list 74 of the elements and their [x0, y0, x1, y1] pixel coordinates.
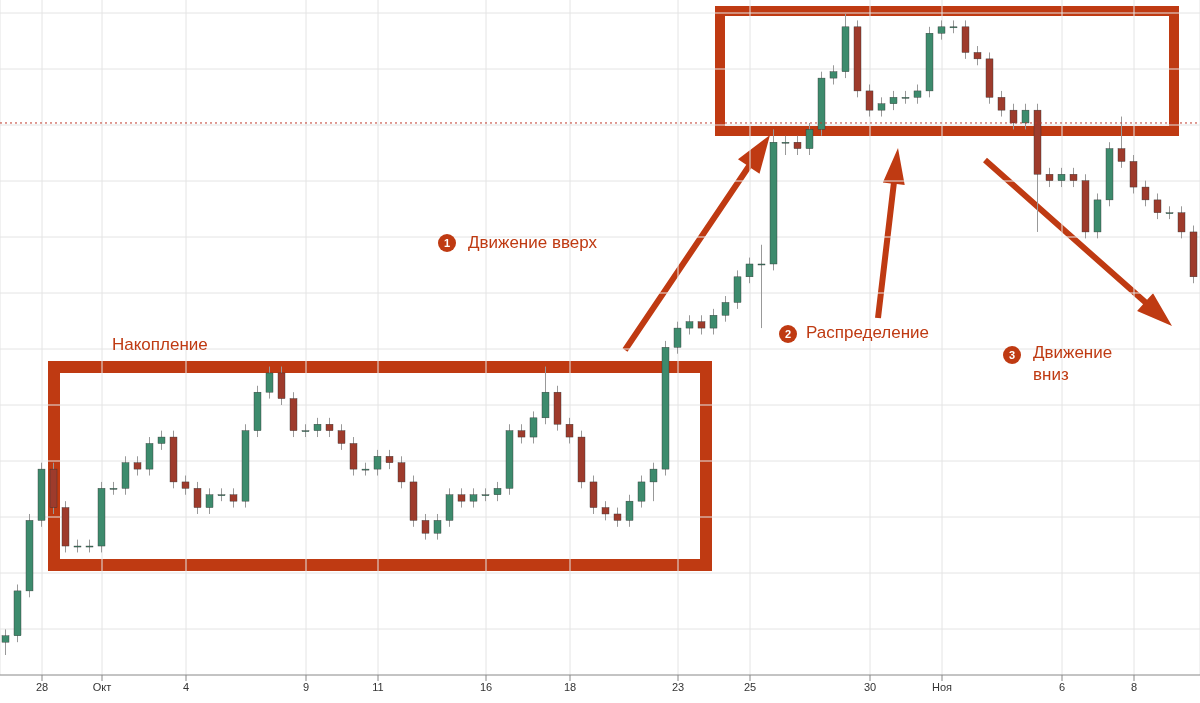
- candlestick: [205, 487, 214, 515]
- candlestick: [745, 257, 754, 284]
- candlestick: [865, 84, 874, 118]
- candlestick: [1021, 103, 1030, 130]
- candlestick: [397, 455, 406, 489]
- candlestick: [337, 423, 346, 451]
- candlestick: [457, 487, 466, 509]
- x-tick-label: 16: [479, 680, 493, 693]
- candlestick: [757, 244, 766, 329]
- x-tick-label: 25: [743, 680, 757, 693]
- candlestick: [313, 417, 322, 438]
- candlestick: [1117, 116, 1126, 169]
- candlestick: [229, 487, 238, 509]
- annotation: 2: [779, 325, 797, 343]
- candlestick: [793, 135, 802, 156]
- x-tick-label: Окт: [92, 680, 112, 693]
- candlestick: [997, 90, 1006, 118]
- x-tick-label: 30: [863, 680, 877, 693]
- candlestick: [877, 96, 886, 118]
- candlestick: [1141, 180, 1150, 207]
- candlestick: [433, 513, 442, 541]
- candlestick: [1153, 192, 1162, 220]
- candlestick: [1057, 167, 1066, 188]
- candlestick: [325, 417, 334, 438]
- candlestick: [685, 314, 694, 335]
- candlestick: [565, 417, 574, 444]
- annotation: Накопление: [112, 334, 208, 356]
- candlestick: [181, 475, 190, 496]
- x-tick-label: 6: [1058, 680, 1066, 693]
- candlestick: [1177, 205, 1186, 239]
- annotation: Движение вверх: [468, 232, 598, 254]
- candlestick: [469, 487, 478, 509]
- candlestick: [1045, 167, 1054, 188]
- candlestick: [373, 449, 382, 477]
- candlestick: [781, 135, 790, 156]
- candlestick: [265, 366, 274, 400]
- candlestick: [529, 410, 538, 444]
- candlestick: [613, 507, 622, 528]
- candlestick: [1, 628, 10, 656]
- annotation: Движение вниз: [1033, 342, 1114, 386]
- annotation: 1: [438, 234, 456, 252]
- x-tick-label: 23: [671, 680, 685, 693]
- candlestick: [709, 308, 718, 335]
- x-tick-label: Ноя: [931, 680, 953, 693]
- x-tick-label: 9: [302, 680, 310, 693]
- candlestick: [973, 45, 982, 66]
- candlestick: [1009, 103, 1018, 130]
- candlestick: [517, 423, 526, 444]
- candlestick: [889, 90, 898, 111]
- annotation: Распределение: [806, 322, 929, 344]
- x-tick-label: 28: [35, 680, 49, 693]
- candlestick: [193, 481, 202, 515]
- candlestick: [625, 494, 634, 528]
- candlestick: [601, 500, 610, 521]
- candlestick: [133, 455, 142, 477]
- candlestick: [697, 314, 706, 335]
- candlestick: [1069, 167, 1078, 188]
- candlestick: [421, 513, 430, 541]
- candlestick: [649, 462, 658, 502]
- candlestick: [637, 475, 646, 509]
- x-tick-label: 11: [372, 680, 384, 693]
- annotation: 3: [1003, 346, 1021, 364]
- x-tick-label: 18: [563, 680, 577, 693]
- candlestick: [157, 430, 166, 451]
- candlestick: [829, 64, 838, 86]
- candlestick: [721, 295, 730, 323]
- candlestick: [913, 84, 922, 105]
- candlestick: [673, 321, 682, 355]
- x-tick-label: 8: [1130, 680, 1138, 693]
- candlestick: [385, 449, 394, 470]
- candlestick: [493, 481, 502, 502]
- candlestick: [937, 19, 946, 41]
- x-tick-label: 4: [182, 680, 190, 693]
- candlestick: [805, 122, 814, 156]
